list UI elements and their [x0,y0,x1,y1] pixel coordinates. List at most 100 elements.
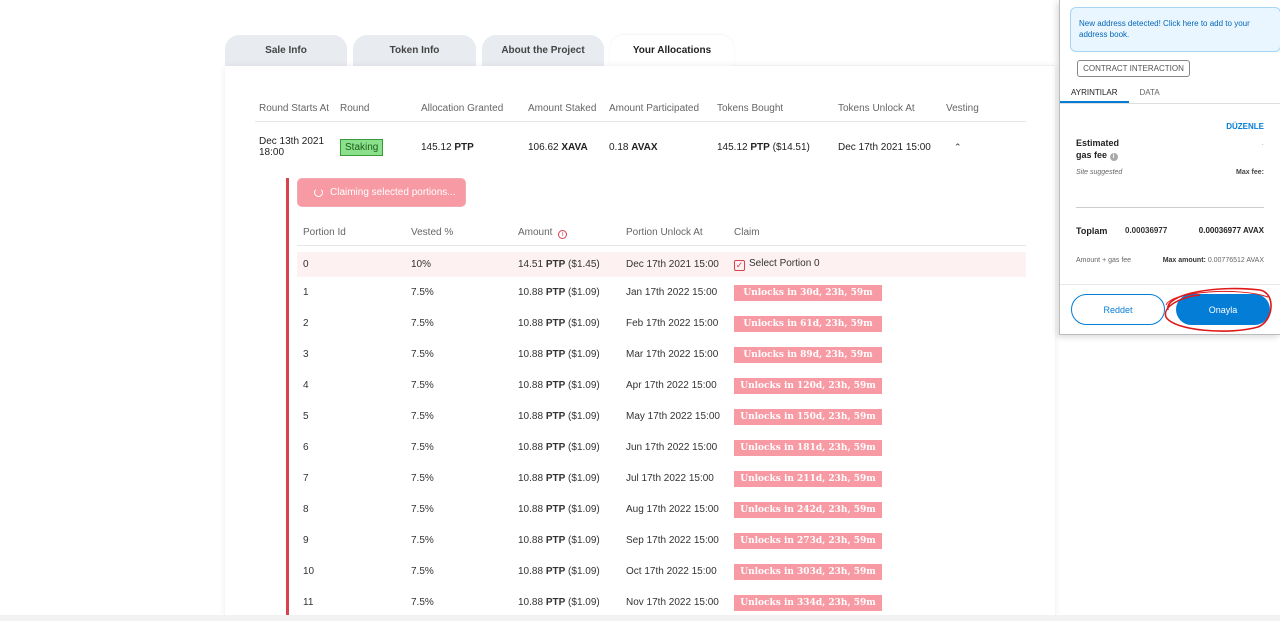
max-fee-label: Max fee: [1235,169,1264,176]
portion-claim: Unlocks in 273d, 23h, 59m [734,532,914,549]
portion-amount-value: 10.88 [518,597,544,608]
allocations-card [225,66,1055,621]
divider [297,245,1026,246]
header-portion-id: Portion Id [303,227,346,238]
portion-id: 5 [303,411,309,422]
header-vesting: Vesting [946,103,979,114]
unlock-countdown-badge: Unlocks in 211d, 23h, 59m [734,470,882,487]
confirm-button[interactable]: Onayla [1176,294,1270,325]
round-starts-time: 18:00 [259,147,285,158]
portion-unlock-date: Jan 17th 2022 15:00 [626,287,718,298]
gas-fee-placeholder: · [1261,140,1264,149]
info-icon[interactable]: i [558,230,568,239]
header-amount-label: Amount [518,227,553,238]
portion-unlock-date: Oct 17th 2022 15:00 [626,566,717,577]
reject-button[interactable]: Reddet [1071,294,1165,325]
portion-id: 10 [303,566,315,577]
portion-row: 1 7.5% 10.88 PTP ($1.09) Jan 17th 2022 15:0… [297,280,1026,305]
portion-unlock-date: Sep 17th 2022 15:00 [626,535,719,546]
round-starts-cell: Dec 13th 2021 18:00 [259,136,340,158]
portion-amount-unit: PTP [545,411,566,422]
portion-amount-usd: ($1.09) [568,504,600,515]
total-value-avax: 0.00036977 AVAX [1198,226,1264,235]
portion-vested: 7.5% [411,349,434,360]
portion-amount-unit: PTP [545,318,566,329]
claim-portions-button[interactable]: Claiming selected portions... [297,178,466,207]
vesting-cell: ⌃ [946,142,1025,153]
portion-vested: 7.5% [411,318,434,329]
portion-id: 11 [303,597,314,608]
tab-sale-info[interactable]: Sale Info [225,35,347,66]
portion-amount-value: 10.88 [518,504,544,515]
new-address-alert[interactable]: New address detected! Click here to add … [1070,7,1280,52]
site-suggested-label: Site suggested [1076,169,1123,176]
portion-id: 4 [303,380,309,391]
portion-claim: Unlocks in 242d, 23h, 59m [734,501,914,518]
portion-unlock-date: Feb 17th 2022 15:00 [626,318,719,329]
edit-link[interactable]: DÜZENLE [1226,122,1264,131]
portion-unlock-date: Aug 17th 2022 15:00 [626,504,719,515]
participated-cell: 0.18 AVAX [609,142,717,153]
portion-row: 6 7.5% 10.88 PTP ($1.09) Jun 17th 2022 15:0… [297,435,1026,460]
portion-amount-value: 14.51 [518,259,544,270]
estimated-gas-fee-label: Estimated gas fee i [1076,137,1136,161]
portion-row: 8 7.5% 10.88 PTP ($1.09) Aug 17th 2022 15:0… [297,497,1026,522]
tab-data[interactable]: DATA [1139,88,1160,97]
portion-amount-value: 10.88 [518,473,544,484]
unlock-countdown-badge: Unlocks in 61d, 23h, 59m [734,315,882,332]
header-round: Round [340,103,370,114]
portion-amount-unit: PTP [545,380,566,391]
portion-vested: 7.5% [411,442,434,453]
portion-row: 9 7.5% 10.88 PTP ($1.09) Sep 17th 2022 15:0… [297,528,1026,553]
unlock-countdown-badge: Unlocks in 181d, 23h, 59m [734,439,882,456]
checkbox-checked-icon[interactable]: ✓ [734,260,745,271]
estimated-gas-fee-text: Estimated gas fee [1076,138,1120,160]
staked-unit: XAVA [561,141,588,153]
total-label: Toplam [1076,226,1108,236]
portion-id: 8 [303,504,309,515]
granted-value: 145.12 [421,141,452,153]
vesting-accent-bar [286,178,289,621]
portion-amount-value: 10.88 [518,349,544,360]
tab-your-allocations[interactable]: Your Allocations [610,35,734,66]
portion-id: 7 [303,473,309,484]
unlock-countdown-badge: Unlocks in 89d, 23h, 59m [734,346,882,363]
portion-unlock-date: Apr 17th 2022 15:00 [626,380,717,391]
participated-unit: AVAX [631,141,658,153]
portion-amount-unit: PTP [545,566,566,577]
portion-row: 3 7.5% 10.88 PTP ($1.09) Mar 17th 2022 15:0… [297,342,1026,367]
divider [1076,207,1264,208]
portion-amount-usd: ($1.45) [568,259,600,270]
portion-vested: 7.5% [411,597,434,608]
portion-amount-usd: ($1.09) [568,318,600,329]
portion-row: 2 7.5% 10.88 PTP ($1.09) Feb 17th 2022 15:0… [297,311,1026,336]
bottom-scrollbar-track[interactable] [0,615,1280,621]
tab-details[interactable]: AYRINTILAR [1060,84,1129,103]
tab-about-project[interactable]: About the Project [482,35,604,66]
portion-amount-unit: PTP [545,535,566,546]
portion-amount-unit: PTP [545,597,566,608]
select-portion-label[interactable]: Select Portion 0 [749,258,820,269]
header-vested: Vested % [411,227,454,238]
portion-vested: 7.5% [411,287,434,298]
wallet-popup: New address detected! Click here to add … [1059,0,1280,335]
divider [1060,284,1280,285]
portion-vested: 7.5% [411,473,434,484]
bought-cell: 145.12 PTP ($14.51) [717,142,838,153]
portion-id: 2 [303,318,309,329]
portion-amount: 10.88 PTP ($1.09) [518,318,626,329]
unlock-countdown-badge: Unlocks in 150d, 23h, 59m [734,408,882,425]
chevron-up-icon[interactable]: ⌃ [954,141,962,152]
portion-table-header: Portion Id Vested % Amount i Portion Unl… [303,227,1025,239]
portion-claim: Unlocks in 120d, 23h, 59m [734,377,914,394]
max-amount-value: 0.00776512 AVAX [1207,257,1264,264]
tab-token-info[interactable]: Token Info [353,35,476,66]
portion-row: 11 7.5% 10.88 PTP ($1.09) Nov 17th 2022 15:… [297,590,1026,615]
portion-unlock-date: Jun 17th 2022 15:00 [626,442,718,453]
tab-bar: Sale Info Token Info About the Project Y… [225,35,734,66]
info-icon[interactable]: i [1109,153,1118,161]
portion-unlock-date: Jul 17th 2022 15:00 [626,473,714,484]
portion-amount: 10.88 PTP ($1.09) [518,411,626,422]
portion-amount-usd: ($1.09) [568,380,600,391]
portion-amount: 10.88 PTP ($1.09) [518,349,626,360]
